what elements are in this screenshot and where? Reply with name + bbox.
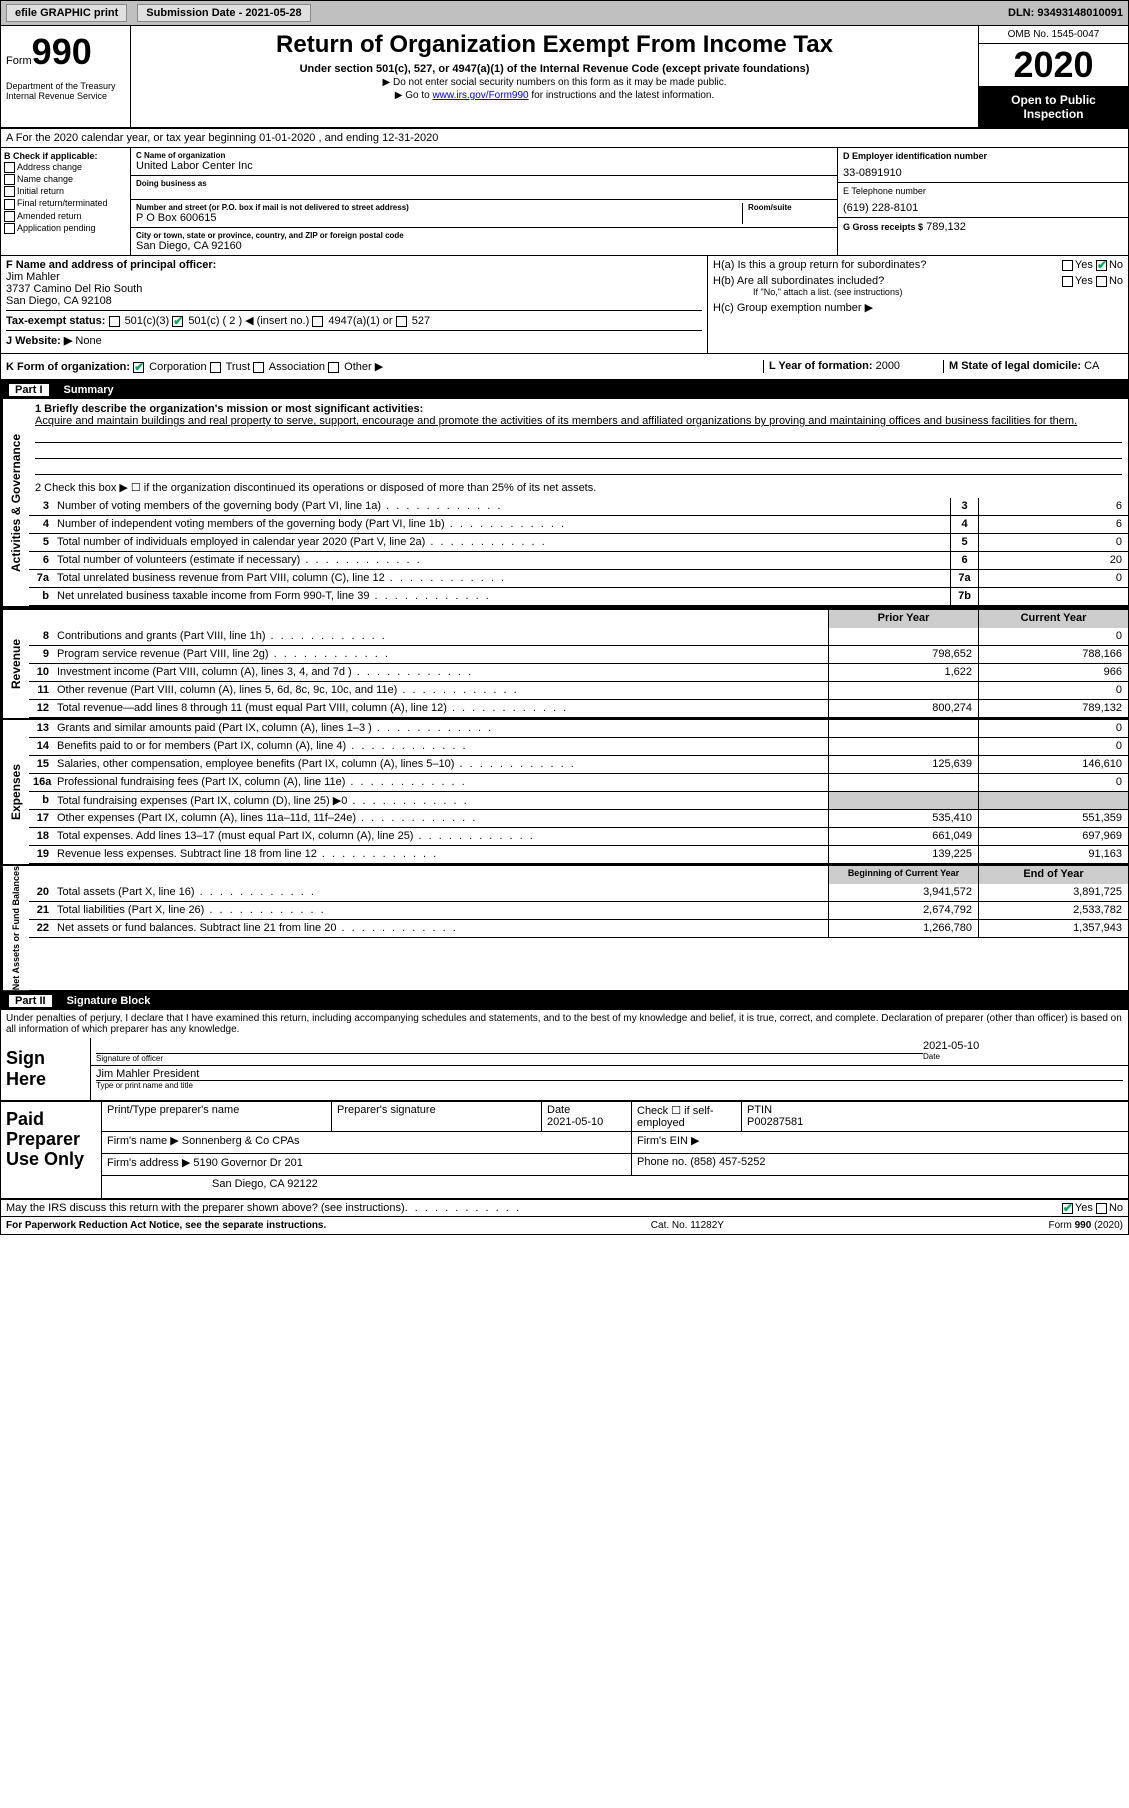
note2: ▶ Go to www.irs.gov/Form990 for instruct… [141, 90, 968, 101]
officer-name: Jim Mahler [6, 271, 702, 283]
501c-checked [172, 316, 183, 327]
section-expenses: Expenses 13Grants and similar amounts pa… [1, 720, 1128, 866]
section-net: Net Assets or Fund Balances Beginning of… [1, 866, 1128, 992]
open-inspection: Open to Public Inspection [979, 87, 1128, 127]
table-row: 12Total revenue—add lines 8 through 11 (… [29, 700, 1128, 718]
table-row: 14Benefits paid to or for members (Part … [29, 738, 1128, 756]
addr: P O Box 600615 [136, 212, 742, 224]
officer: Jim Mahler President [96, 1068, 1123, 1081]
dept: Department of the Treasury Internal Reve… [6, 81, 125, 101]
paid-block: Paid Preparer Use Only Print/Type prepar… [1, 1102, 1128, 1200]
table-row: 3Number of voting members of the governi… [29, 498, 1128, 516]
firm-name: Sonnenberg & Co CPAs [182, 1135, 300, 1147]
tax-year: 2020 [979, 44, 1128, 87]
title-main: Return of Organization Exempt From Incom… [141, 31, 968, 59]
omb: OMB No. 1545-0047 [979, 26, 1128, 44]
discuss-row: May the IRS discuss this return with the… [1, 1200, 1128, 1217]
tel: (619) 228-8101 [843, 202, 1123, 214]
website: None [75, 335, 101, 347]
paid-title: Paid Preparer Use Only [1, 1102, 101, 1198]
table-row: 22Net assets or fund balances. Subtract … [29, 920, 1128, 938]
footer: For Paperwork Reduction Act Notice, see … [1, 1217, 1128, 1234]
table-row: 20Total assets (Part X, line 16)3,941,57… [29, 884, 1128, 902]
year-formed: 2000 [876, 360, 900, 372]
irs-link[interactable]: www.irs.gov/Form990 [432, 90, 528, 101]
discuss-yes [1062, 1203, 1073, 1214]
table-row: 4Number of independent voting members of… [29, 516, 1128, 534]
side-rev: Revenue [1, 610, 29, 718]
sig-decl: Under penalties of perjury, I declare th… [1, 1010, 1128, 1038]
ptin: P00287581 [747, 1116, 1123, 1128]
table-row: 8Contributions and grants (Part VIII, li… [29, 628, 1128, 646]
sec-b: B Check if applicable: Address change Na… [1, 148, 131, 255]
title-row: Form990 Department of the Treasury Inter… [1, 26, 1128, 129]
table-row: 13Grants and similar amounts paid (Part … [29, 720, 1128, 738]
side-gov: Activities & Governance [1, 399, 29, 606]
side-exp: Expenses [1, 720, 29, 864]
table-row: 5Total number of individuals employed in… [29, 534, 1128, 552]
sec-c: C Name of organizationUnited Labor Cente… [131, 148, 838, 255]
sec-d: D Employer identification number33-08919… [838, 148, 1128, 255]
city: San Diego, CA 92160 [136, 240, 832, 252]
dln: DLN: 93493148010091 [1008, 7, 1123, 19]
org-name: United Labor Center Inc [136, 160, 832, 172]
table-row: 21Total liabilities (Part X, line 26)2,6… [29, 902, 1128, 920]
table-row: 19Revenue less expenses. Subtract line 1… [29, 846, 1128, 864]
section-bcd: B Check if applicable: Address change Na… [1, 148, 1128, 256]
table-row: 7aTotal unrelated business revenue from … [29, 570, 1128, 588]
sec-fj: F Name and address of principal officer:… [1, 256, 1128, 354]
section-revenue: Revenue Prior YearCurrent Year 8Contribu… [1, 608, 1128, 720]
sign-here: Sign Here [1, 1038, 91, 1100]
form-word: Form [6, 55, 32, 67]
form-num: 990 [32, 31, 92, 72]
header-bar: efile GRAPHIC print Submission Date - 20… [1, 1, 1128, 26]
domicile: CA [1084, 360, 1099, 372]
side-net: Net Assets or Fund Balances [1, 866, 29, 990]
section-governance: Activities & Governance 1 Briefly descri… [1, 399, 1128, 608]
line-a: A For the 2020 calendar year, or tax yea… [1, 129, 1128, 148]
table-row: 9Program service revenue (Part VIII, lin… [29, 646, 1128, 664]
gross: 789,132 [926, 221, 966, 233]
mission: Acquire and maintain buildings and real … [35, 415, 1122, 427]
title-sub: Under section 501(c), 527, or 4947(a)(1)… [141, 63, 968, 75]
table-row: 11Other revenue (Part VIII, column (A), … [29, 682, 1128, 700]
ha-no [1096, 260, 1107, 271]
sig-block: Sign Here Signature of officer2021-05-10… [1, 1038, 1128, 1102]
table-row: 10Investment income (Part VIII, column (… [29, 664, 1128, 682]
submission-btn[interactable]: Submission Date - 2021-05-28 [137, 4, 310, 22]
note1: ▶ Do not enter social security numbers o… [141, 77, 968, 88]
ein: 33-0891910 [843, 167, 1123, 179]
part2-hdr: Part II Signature Block [1, 992, 1128, 1010]
table-row: bTotal fundraising expenses (Part IX, co… [29, 792, 1128, 810]
part1-hdr: Part I Summary [1, 381, 1128, 399]
table-row: 18Total expenses. Add lines 13–17 (must … [29, 828, 1128, 846]
firm-phone: (858) 457-5252 [690, 1156, 765, 1168]
sig-date: 2021-05-10 [923, 1040, 1123, 1052]
row-klm: K Form of organization: Corporation Trus… [1, 354, 1128, 381]
efile-btn[interactable]: efile GRAPHIC print [6, 4, 127, 22]
table-row: bNet unrelated business taxable income f… [29, 588, 1128, 606]
table-row: 6Total number of volunteers (estimate if… [29, 552, 1128, 570]
table-row: 16aProfessional fundraising fees (Part I… [29, 774, 1128, 792]
corp-ck [133, 362, 144, 373]
table-row: 17Other expenses (Part IX, column (A), l… [29, 810, 1128, 828]
table-row: 15Salaries, other compensation, employee… [29, 756, 1128, 774]
